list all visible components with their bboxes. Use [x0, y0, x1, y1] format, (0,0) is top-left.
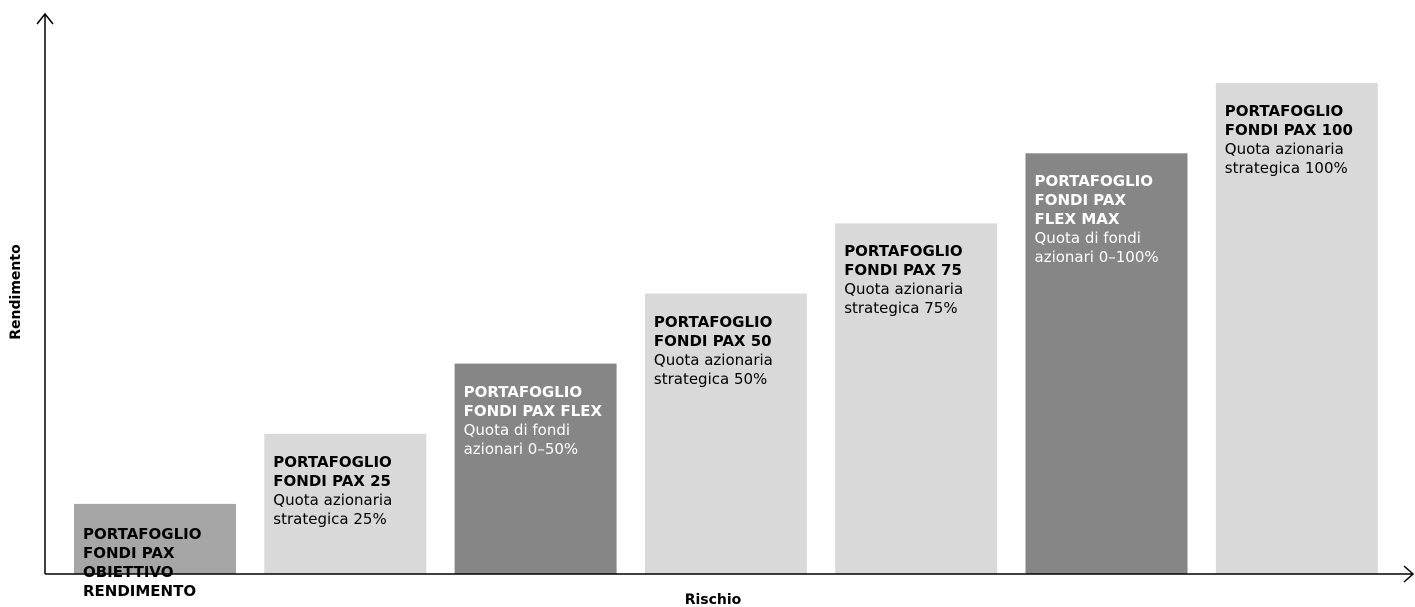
bar-label-3: PORTAFOGLIO FONDI PAX FLEX Quota di fondi… [464, 383, 612, 459]
bar-description-7: Quota azionaria strategica 100% [1224, 140, 1348, 178]
bar-label-7: PORTAFOGLIO FONDI PAX 100 Quota azionaria… [1225, 102, 1373, 178]
bar-title-3: PORTAFOGLIO FONDI PAX FLEX [463, 382, 603, 420]
bar-description-5: Quota azionaria strategica 75% [844, 280, 964, 318]
bar-1 [74, 503, 236, 574]
bar-title-2: PORTAFOGLIO FONDI PAX 25 [273, 452, 392, 490]
bar-title-4: PORTAFOGLIO FONDI PAX 50 [653, 312, 773, 350]
bar-description-3: Quota di fondi azionari 0–50% [463, 420, 579, 458]
bar-6 [1025, 153, 1188, 575]
bar-description-2: Quota azionaria strategica 25% [273, 490, 393, 528]
bar-5 [835, 223, 998, 574]
bar-label-4: PORTAFOGLIO FONDI PAX 50 Quota azionaria … [654, 313, 802, 389]
bar-7 [1215, 83, 1378, 574]
bars-layer [74, 83, 1378, 575]
bar-2 [264, 433, 427, 575]
bar-4 [644, 293, 807, 574]
bar-description-6: Quota di fondi azionari 0–100% [1034, 229, 1159, 267]
bar-label-1: PORTAFOGLIO FONDI PAX OBIETTIVO RENDIMEN… [83, 525, 231, 601]
bar-description-4: Quota azionaria strategica 50% [653, 350, 773, 388]
y-axis-label: Rendimento [8, 244, 24, 340]
bar-title-6: PORTAFOGLIO FONDI PAX FLEX MAX [1034, 172, 1154, 229]
bar-3 [454, 363, 617, 574]
bar-label-2: PORTAFOGLIO FONDI PAX 25 Quota azionaria … [273, 453, 421, 529]
bar-label-6: PORTAFOGLIO FONDI PAX FLEX MAX Quota di f… [1035, 172, 1183, 267]
x-axis-arrow [1403, 565, 1415, 583]
bar-title-7: PORTAFOGLIO FONDI PAX 100 [1224, 102, 1353, 140]
bar-label-5: PORTAFOGLIO FONDI PAX 75 Quota azionaria … [844, 242, 992, 318]
bar-title-1: PORTAFOGLIO FONDI PAX OBIETTIVO RENDIMEN… [83, 524, 202, 600]
bar-title-5: PORTAFOGLIO FONDI PAX 75 [844, 242, 963, 280]
x-axis-label: Rischio [685, 592, 742, 607]
y-axis-arrow [36, 12, 54, 25]
